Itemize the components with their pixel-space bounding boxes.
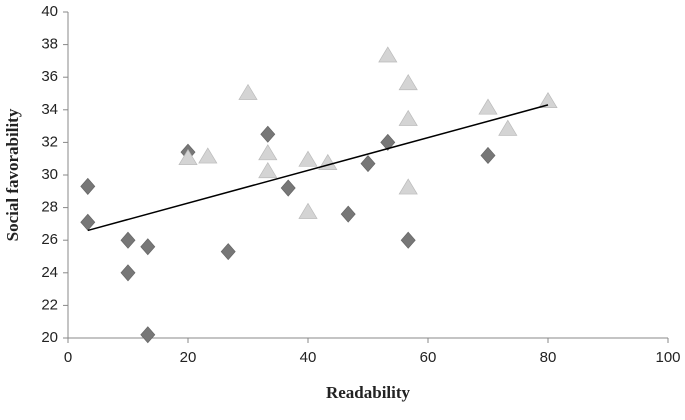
y-tick-label: 26 — [41, 231, 58, 248]
x-axis-title: Readability — [326, 383, 411, 402]
x-tick-label: 80 — [540, 349, 557, 366]
point — [198, 147, 218, 164]
y-tick-label: 28 — [41, 199, 58, 216]
point — [498, 119, 518, 136]
point — [538, 91, 558, 109]
point — [360, 155, 376, 173]
point — [400, 231, 416, 249]
point — [80, 177, 96, 195]
point — [280, 179, 296, 197]
x-tick-label: 20 — [180, 349, 197, 366]
y-tick-label: 30 — [41, 166, 58, 183]
point — [140, 326, 156, 344]
y-axis-title: Social favorability — [3, 108, 22, 241]
point — [340, 205, 356, 223]
point — [298, 150, 318, 167]
point — [478, 98, 498, 115]
x-tick-label: 100 — [655, 349, 680, 366]
x-tick-label: 40 — [300, 349, 317, 366]
point — [298, 202, 318, 219]
point — [140, 238, 156, 256]
point — [80, 213, 96, 231]
y-tick-label: 32 — [41, 133, 58, 150]
trend-line — [87, 104, 549, 232]
y-tick-label: 24 — [41, 264, 58, 281]
point — [398, 109, 418, 126]
point — [258, 144, 278, 161]
y-tick-label: 38 — [41, 36, 58, 53]
y-tick-label: 34 — [41, 101, 58, 118]
point — [260, 125, 276, 143]
point — [398, 178, 418, 195]
y-tick-label: 20 — [41, 329, 58, 346]
point — [220, 243, 236, 261]
point — [378, 46, 398, 63]
y-tick-label: 40 — [41, 3, 58, 20]
point — [480, 146, 496, 164]
y-tick-label: 36 — [41, 68, 58, 85]
point — [380, 133, 396, 151]
point — [120, 231, 136, 249]
point — [398, 74, 418, 91]
x-tick-label: 60 — [420, 349, 437, 366]
point — [238, 83, 258, 100]
point — [120, 264, 136, 282]
point — [258, 162, 278, 179]
x-tick-label: 0 — [64, 349, 72, 366]
point — [178, 149, 198, 166]
y-tick-label: 22 — [41, 296, 58, 313]
